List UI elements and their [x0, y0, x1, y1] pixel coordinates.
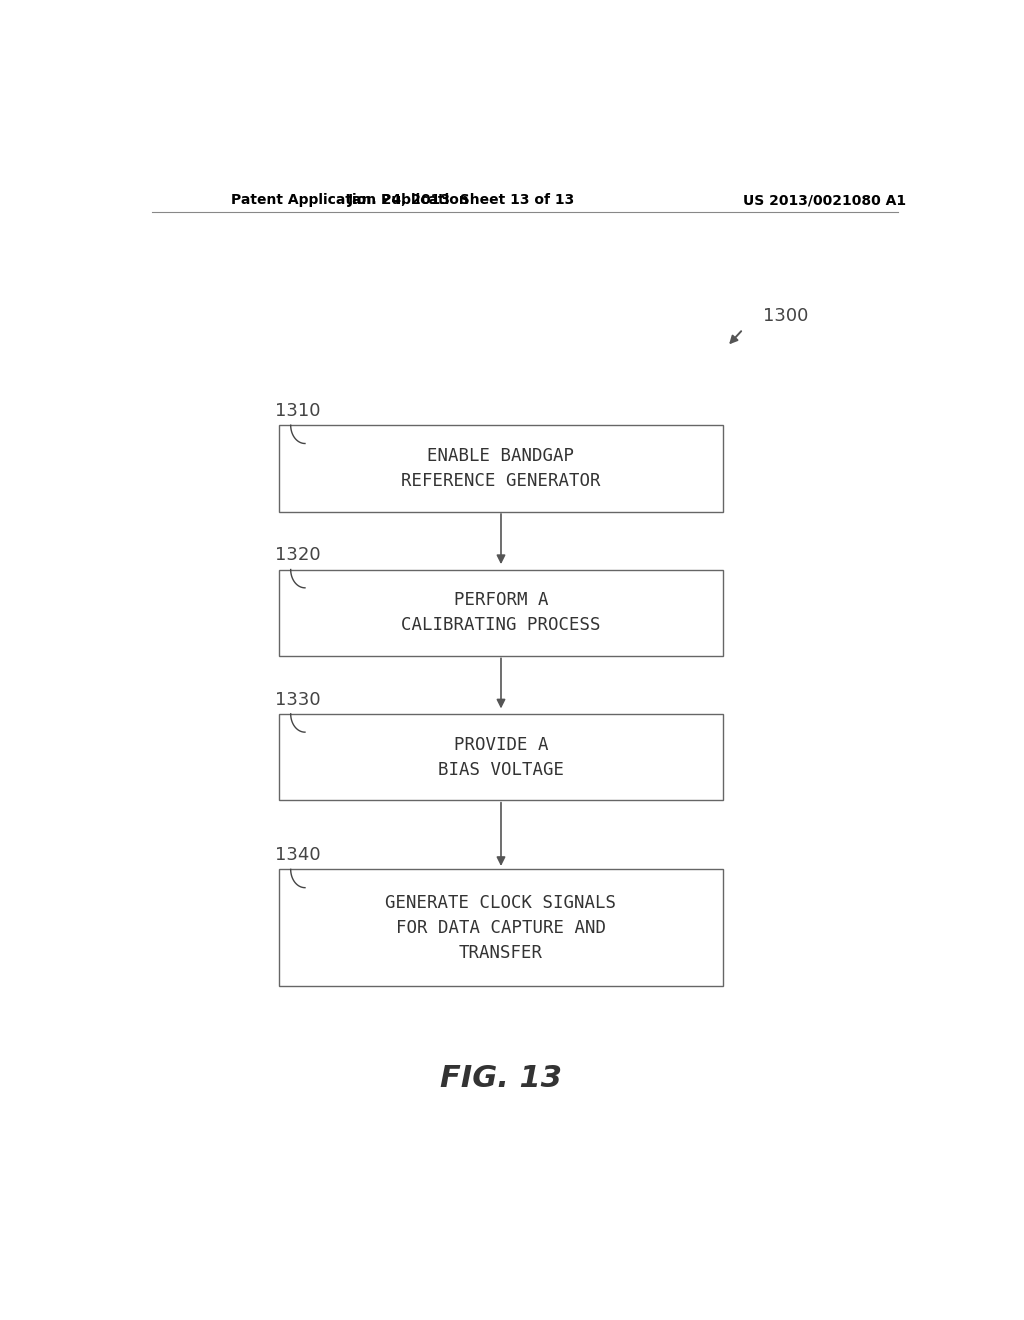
Text: 1320: 1320	[274, 546, 321, 565]
Text: Patent Application Publication: Patent Application Publication	[231, 193, 469, 207]
Text: 1340: 1340	[274, 846, 321, 865]
Text: Jan. 24, 2013  Sheet 13 of 13: Jan. 24, 2013 Sheet 13 of 13	[348, 193, 574, 207]
Bar	[279, 425, 723, 512]
Bar	[279, 569, 723, 656]
Text: ENABLE BANDGAP
REFERENCE GENERATOR: ENABLE BANDGAP REFERENCE GENERATOR	[401, 447, 601, 490]
Text: FIG. 13: FIG. 13	[440, 1064, 562, 1093]
Text: 1330: 1330	[274, 690, 321, 709]
Text: 1310: 1310	[274, 403, 321, 420]
Bar	[279, 870, 723, 986]
Text: PROVIDE A
BIAS VOLTAGE: PROVIDE A BIAS VOLTAGE	[438, 735, 564, 779]
Text: GENERATE CLOCK SIGNALS
FOR DATA CAPTURE AND
TRANSFER: GENERATE CLOCK SIGNALS FOR DATA CAPTURE …	[385, 894, 616, 962]
Bar	[279, 714, 723, 800]
Text: PERFORM A
CALIBRATING PROCESS: PERFORM A CALIBRATING PROCESS	[401, 591, 601, 634]
Text: US 2013/0021080 A1: US 2013/0021080 A1	[742, 193, 905, 207]
Text: 1300: 1300	[763, 308, 808, 325]
